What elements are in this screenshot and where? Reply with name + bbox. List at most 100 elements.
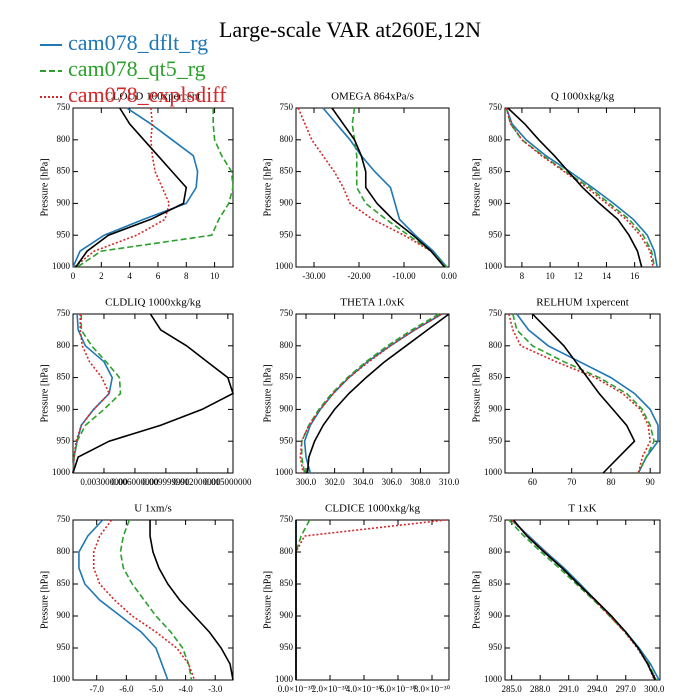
series-line	[516, 313, 659, 474]
y-tick-label: 750	[489, 102, 503, 112]
panel-title: THETA 1.0xK	[340, 297, 405, 309]
panel-title: Q 1000xkg/kg	[551, 91, 615, 103]
y-tick-label: 900	[57, 610, 71, 620]
x-tick-label: -20.00	[347, 271, 371, 281]
y-tick-label: 850	[57, 372, 71, 382]
y-tick-label: 1000	[275, 261, 294, 271]
y-axis-label: Pressure [hPa]	[39, 364, 50, 422]
series-line	[505, 107, 658, 268]
panel-title: U 1xm/s	[134, 503, 172, 515]
y-tick-label: 900	[280, 403, 294, 413]
y-tick-label: 800	[280, 546, 294, 556]
series-line	[72, 314, 122, 474]
x-tick-label: 310.0	[439, 477, 460, 487]
series-line	[531, 313, 636, 474]
plot-frame	[72, 519, 234, 681]
panel-title: OMEGA 864xPa/s	[331, 91, 414, 103]
y-axis-label: Pressure [hPa]	[39, 158, 50, 216]
y-tick-label: 900	[489, 403, 503, 413]
x-tick-label: 6	[156, 271, 161, 281]
plot-frame	[504, 107, 661, 268]
y-tick-label: 1000	[275, 467, 294, 477]
series-line	[72, 314, 111, 474]
series-line	[505, 107, 654, 268]
y-tick-label: 800	[489, 546, 503, 556]
x-tick-label: 2	[99, 271, 104, 281]
y-tick-label: 850	[280, 166, 294, 176]
x-tick-label: 297.0	[616, 684, 637, 694]
y-tick-label: 950	[57, 435, 71, 445]
x-tick-label: 8	[520, 271, 525, 281]
x-tick-label: 10	[546, 271, 556, 281]
series-line	[331, 107, 446, 268]
y-tick-label: 850	[489, 578, 503, 588]
x-tick-label: 0.00	[441, 271, 457, 281]
y-tick-label: 850	[280, 372, 294, 382]
y-tick-label: 1000	[484, 674, 503, 684]
y-tick-label: 1000	[484, 467, 503, 477]
y-tick-label: 1000	[275, 674, 294, 684]
x-tick-label: 8	[184, 271, 189, 281]
y-tick-label: 800	[489, 134, 503, 144]
series-line	[72, 107, 199, 268]
y-tick-label: 900	[280, 610, 294, 620]
series-line	[512, 519, 656, 681]
panel-title: CLOUD 100xpercent	[105, 91, 200, 103]
series-line	[322, 107, 448, 268]
y-axis-label: Pressure [hPa]	[39, 571, 50, 629]
y-tick-label: 1000	[484, 261, 503, 271]
x-tick-label: 8.0×10⁻³⁰	[414, 684, 451, 694]
y-tick-label: 800	[57, 340, 71, 350]
x-tick-label: 80	[606, 477, 616, 487]
x-tick-label: -10.00	[392, 271, 416, 281]
x-tick-label: 90	[646, 477, 656, 487]
series-line	[299, 313, 443, 474]
y-tick-label: 950	[280, 642, 294, 652]
y-tick-label: 850	[57, 578, 71, 588]
x-tick-label: 285.0	[502, 684, 523, 694]
x-tick-label: 0.015000000	[204, 477, 252, 487]
y-tick-label: 850	[280, 578, 294, 588]
y-tick-label: 750	[280, 514, 294, 524]
x-tick-label: 288.0	[530, 684, 551, 694]
series-line	[295, 519, 311, 680]
x-tick-label: -3.0	[208, 684, 223, 694]
series-line	[507, 107, 643, 268]
y-axis-label: Pressure [hPa]	[262, 158, 273, 216]
y-tick-label: 750	[57, 308, 71, 318]
panel-title: T 1xK	[568, 503, 596, 515]
x-tick-label: 302.0	[324, 477, 345, 487]
plot-frame	[295, 313, 450, 474]
y-tick-label: 1000	[52, 261, 71, 271]
plot-frame	[504, 519, 661, 681]
y-tick-label: 750	[280, 308, 294, 318]
y-tick-label: 750	[57, 514, 71, 524]
x-tick-label: 294.0	[587, 684, 608, 694]
series-line	[300, 313, 440, 474]
plot-frame	[504, 313, 661, 474]
y-tick-label: 750	[280, 102, 294, 112]
y-axis-label: Pressure [hPa]	[471, 158, 482, 216]
x-tick-label: -30.00	[302, 271, 326, 281]
y-tick-label: 850	[57, 166, 71, 176]
plot-frame	[295, 519, 450, 681]
x-tick-label: 4	[127, 271, 132, 281]
y-tick-label: 950	[57, 229, 71, 239]
y-tick-label: 950	[57, 642, 71, 652]
y-tick-label: 800	[57, 546, 71, 556]
x-tick-label: 6.0×10⁻³⁰	[380, 684, 417, 694]
x-tick-label: 0.012000000	[173, 477, 221, 487]
legend-label: cam078_explsdiff	[68, 82, 227, 107]
series-line	[303, 313, 443, 474]
series-line	[306, 313, 450, 474]
series-line	[92, 519, 196, 681]
y-tick-label: 750	[489, 308, 503, 318]
panel-title: CLDLIQ 1000xkg/kg	[105, 297, 201, 309]
x-tick-label: 4.0×10⁻³⁰	[346, 684, 383, 694]
y-tick-label: 1000	[52, 674, 71, 684]
x-tick-label: 300.0	[644, 684, 665, 694]
series-line	[149, 520, 234, 681]
y-axis-label: Pressure [hPa]	[262, 571, 273, 629]
series-line	[75, 107, 188, 268]
